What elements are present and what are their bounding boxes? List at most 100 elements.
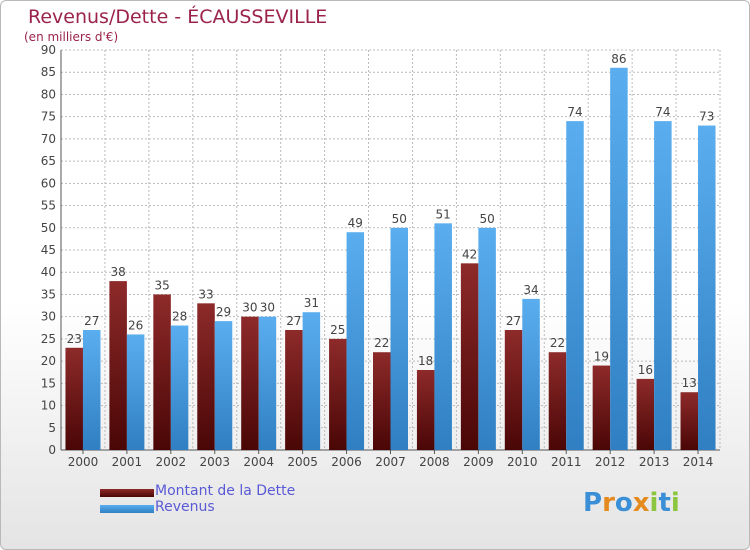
logo-letter: x [632, 488, 650, 518]
data-label-revenus: 51 [436, 207, 451, 221]
x-tick-label: 2003 [199, 455, 230, 469]
bar-revenus [82, 330, 101, 450]
bar-revenus [654, 121, 672, 450]
y-tick-label: 50 [41, 221, 56, 235]
bar-dette [109, 281, 127, 450]
bar-dette [65, 347, 83, 450]
logo-letter: t [658, 488, 671, 518]
logo-letter: r [602, 488, 615, 518]
bar-revenus [698, 125, 716, 451]
x-tick-label: 2008 [419, 455, 450, 469]
x-tick-label: 2004 [243, 455, 274, 469]
chart-subtitle: (en milliers d'€) [24, 30, 119, 44]
legend-swatch-dette [100, 489, 154, 497]
y-tick-label: 60 [41, 176, 56, 190]
data-label-dette: 27 [506, 314, 521, 328]
x-tick-label: 2001 [112, 455, 143, 469]
x-tick-label: 2013 [639, 455, 670, 469]
bar-dette [460, 263, 479, 450]
data-label-dette: 33 [198, 287, 213, 301]
data-label-dette: 13 [682, 376, 697, 390]
y-tick-label: 40 [41, 265, 56, 279]
y-tick-label: 65 [41, 154, 56, 168]
x-tick-label: 2000 [68, 455, 99, 469]
data-label-revenus: 74 [567, 105, 582, 119]
bar-revenus [346, 232, 365, 450]
data-label-revenus: 49 [348, 216, 363, 230]
bar-revenus [390, 227, 408, 450]
bars [65, 67, 716, 451]
data-label-dette: 30 [242, 301, 257, 315]
x-tick-label: 2014 [683, 455, 714, 469]
bar-revenus [258, 316, 277, 450]
data-label-dette: 25 [330, 323, 345, 337]
y-tick-label: 55 [41, 199, 56, 213]
y-tick-label: 90 [41, 43, 56, 57]
bar-dette [504, 330, 523, 450]
x-tick-label: 2012 [595, 455, 626, 469]
bar-revenus [126, 334, 145, 450]
y-tick-label: 85 [41, 65, 56, 79]
data-label-revenus: 86 [611, 52, 626, 66]
bar-dette [197, 303, 215, 450]
bar-dette [285, 330, 303, 450]
data-label-revenus: 74 [655, 105, 670, 119]
x-tick-label: 2009 [463, 455, 494, 469]
bar-dette [548, 352, 567, 450]
y-tick-label: 20 [41, 354, 56, 368]
bar-dette [373, 352, 391, 450]
bar-revenus [610, 67, 628, 451]
y-tick-label: 5 [48, 421, 56, 435]
bar-revenus [566, 121, 584, 450]
data-label-revenus: 50 [479, 212, 494, 226]
data-label-dette: 22 [374, 336, 389, 350]
data-label-dette: 18 [418, 354, 433, 368]
bar-dette [153, 294, 171, 450]
x-tick-label: 2005 [287, 455, 318, 469]
bar-revenus [478, 227, 496, 450]
data-label-dette: 42 [462, 247, 477, 261]
bar-revenus [434, 223, 452, 450]
y-tick-label: 80 [41, 87, 56, 101]
y-tick-label: 25 [41, 332, 56, 346]
data-label-revenus: 30 [260, 301, 275, 315]
x-tick-label: 2007 [375, 455, 406, 469]
y-tick-label: 35 [41, 287, 56, 301]
legend-label-revenus: Revenus [155, 499, 215, 515]
bar-dette [680, 392, 699, 450]
y-tick-label: 70 [41, 132, 56, 146]
bar-dette [636, 378, 655, 450]
legend-swatch-revenus [100, 505, 154, 513]
x-tick-label: 2011 [551, 455, 582, 469]
logo-letter: i [649, 488, 659, 518]
y-tick-label: 45 [41, 243, 56, 257]
bar-revenus [170, 325, 189, 450]
data-label-revenus: 34 [523, 283, 538, 297]
data-label-dette: 27 [286, 314, 301, 328]
bar-dette [241, 316, 259, 450]
chart-title: Revenus/Dette - ÉCAUSSEVILLE [28, 6, 328, 28]
legend-label-dette: Montant de la Dette [155, 483, 296, 499]
bar-revenus [214, 321, 233, 450]
logo-letter: o [614, 488, 633, 518]
x-tick-label: 2002 [156, 455, 187, 469]
bar-revenus [302, 312, 321, 450]
data-label-revenus: 73 [699, 110, 714, 124]
bar-dette [592, 365, 611, 450]
x-tick-label: 2006 [331, 455, 362, 469]
data-label-dette: 23 [67, 332, 82, 346]
bar-dette [416, 370, 435, 450]
logo-letter: P [583, 488, 603, 518]
data-label-revenus: 29 [216, 305, 231, 319]
y-tick-label: 15 [41, 376, 56, 390]
y-tick-label: 10 [41, 399, 56, 413]
bar-dette [329, 338, 347, 450]
proxiti-logo: Proxiti [583, 488, 680, 518]
data-label-revenus: 28 [172, 310, 187, 324]
data-label-dette: 22 [550, 336, 565, 350]
logo-letter: i [670, 488, 680, 518]
y-tick-label: 75 [41, 110, 56, 124]
data-label-dette: 19 [594, 350, 609, 364]
